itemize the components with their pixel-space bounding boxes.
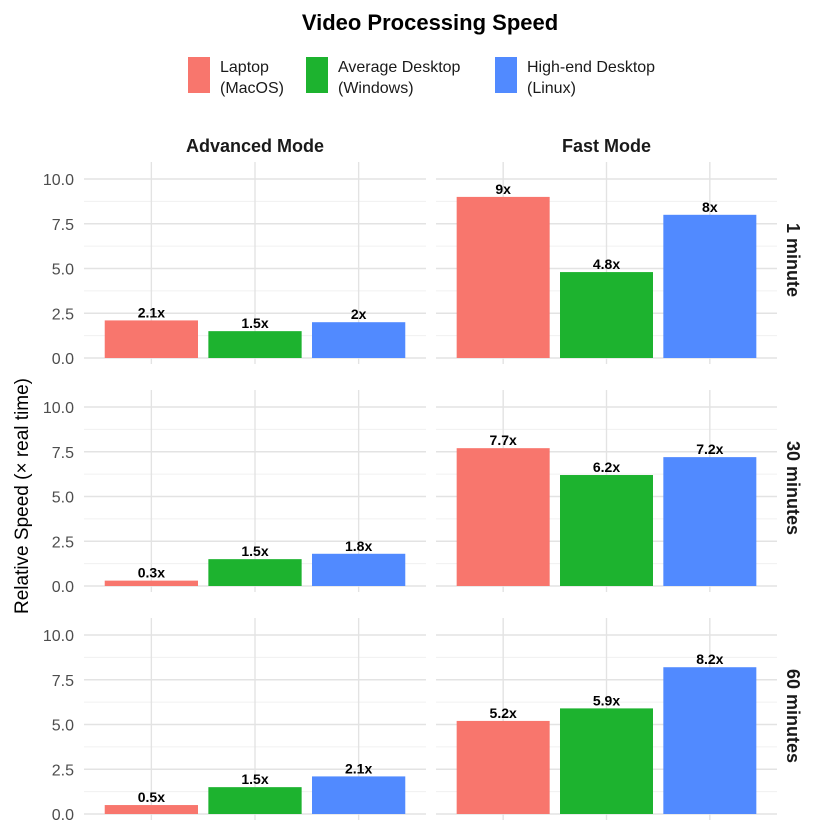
legend-swatch xyxy=(188,57,210,93)
y-tick-label: 2.5 xyxy=(52,534,74,551)
data-label: 5.2x xyxy=(490,705,517,721)
y-tick-label: 10.0 xyxy=(43,172,74,189)
facet-panel: 0.5x 1.5x 2.1x xyxy=(84,618,426,820)
data-label: 1.5x xyxy=(241,315,268,331)
bar xyxy=(208,559,302,586)
column-strip-label: Fast Mode xyxy=(562,136,651,156)
y-tick-label: 5.0 xyxy=(52,262,74,279)
y-tick-label: 5.0 xyxy=(52,718,74,735)
y-tick-label: 2.5 xyxy=(52,762,74,779)
data-label: 0.3x xyxy=(138,565,165,581)
data-label: 2.1x xyxy=(138,304,165,320)
bar xyxy=(312,776,406,814)
y-axis-label: Relative Speed (× real time) xyxy=(12,378,33,614)
data-label: 4.8x xyxy=(593,256,620,272)
bar xyxy=(208,331,302,358)
legend-swatch xyxy=(306,57,328,93)
data-label: 1.8x xyxy=(345,538,372,554)
y-tick-label: 0.0 xyxy=(52,579,74,596)
legend-swatch xyxy=(495,57,517,93)
y-tick-label: 7.5 xyxy=(52,217,74,234)
bar xyxy=(208,787,302,814)
bar xyxy=(560,475,653,586)
y-tick-label: 2.5 xyxy=(52,306,74,323)
data-label: 2x xyxy=(351,306,367,322)
bar xyxy=(104,805,198,814)
y-tick-label: 7.5 xyxy=(52,673,74,690)
data-label: 1.5x xyxy=(241,771,268,787)
legend-sublabel: (Linux) xyxy=(527,80,576,97)
bar xyxy=(560,708,653,814)
row-strip-label: 60 minutes xyxy=(783,669,803,763)
y-tick-label: 0.0 xyxy=(52,807,74,824)
bar xyxy=(104,320,198,358)
bar xyxy=(663,214,757,358)
legend-label: High-end Desktop xyxy=(527,59,655,76)
y-tick-label: 7.5 xyxy=(52,445,74,462)
data-label: 9x xyxy=(495,181,511,197)
data-label: 1.5x xyxy=(241,543,268,559)
row-strip-label: 30 minutes xyxy=(783,441,803,535)
data-label: 0.5x xyxy=(138,789,165,805)
bar xyxy=(456,720,550,814)
column-strip-label: Advanced Mode xyxy=(186,136,324,156)
data-label: 7.7x xyxy=(490,432,517,448)
row-strip-label: 1 minute xyxy=(783,223,803,297)
bar xyxy=(663,457,757,586)
legend-label: Average Desktop xyxy=(338,59,461,76)
data-label: 6.2x xyxy=(593,459,620,475)
bar xyxy=(456,448,550,586)
bar xyxy=(456,196,550,358)
chart-title: Video Processing Speed xyxy=(302,10,558,35)
bar xyxy=(663,667,757,814)
bar xyxy=(104,580,198,586)
data-label: 8.2x xyxy=(696,651,723,667)
legend-sublabel: (Windows) xyxy=(338,80,414,97)
bar xyxy=(312,553,406,586)
facet-panel: 0.3x 1.5x 1.8x xyxy=(84,390,426,592)
data-label: 8x xyxy=(702,199,718,215)
data-label: 7.2x xyxy=(696,441,723,457)
facet-panel: 7.7x 6.2x 7.2x xyxy=(436,390,777,592)
facet-panel: 9x 4.8x 8x xyxy=(436,162,777,364)
legend-label: Laptop xyxy=(220,59,269,76)
data-label: 5.9x xyxy=(593,692,620,708)
bar xyxy=(560,272,653,358)
panels: Advanced Mode Fast Mode 1 minute 30 minutes… xyxy=(43,136,803,824)
y-tick-label: 10.0 xyxy=(43,400,74,417)
y-tick-label: 10.0 xyxy=(43,628,74,645)
bar xyxy=(312,322,406,358)
legend: Laptop (MacOS) Average Desktop (Windows) Hig… xyxy=(188,57,655,97)
facet-panel: 5.2x 5.9x 8.2x xyxy=(436,618,777,820)
legend-sublabel: (MacOS) xyxy=(220,80,284,97)
y-tick-label: 5.0 xyxy=(52,490,74,507)
y-tick-label: 0.0 xyxy=(52,351,74,368)
facet-panel: 2.1x 1.5x 2x xyxy=(84,162,426,364)
data-label: 2.1x xyxy=(345,760,372,776)
